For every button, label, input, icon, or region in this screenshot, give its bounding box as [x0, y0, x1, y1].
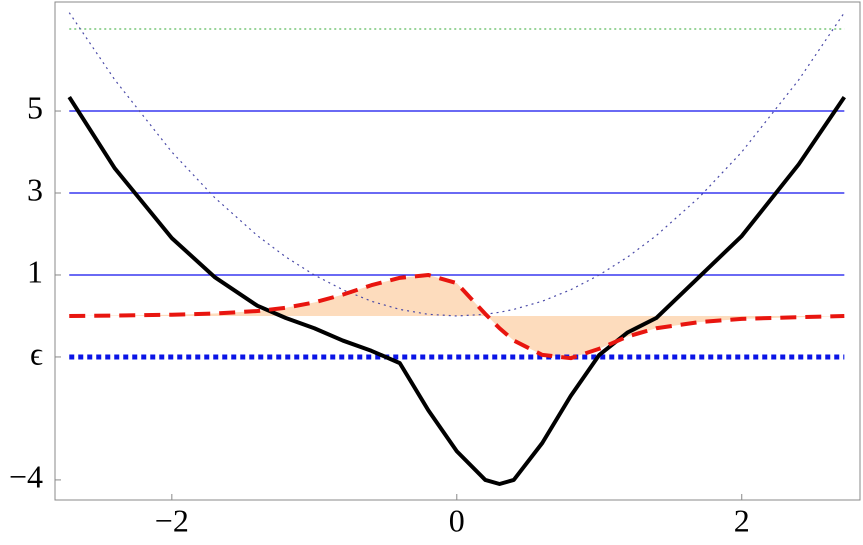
- y-tick-label: −4: [9, 458, 43, 494]
- curve: [68, 12, 845, 317]
- x-tick-label: −2: [155, 502, 189, 538]
- curve: [67, 95, 846, 487]
- y-tick-label: ϵ: [30, 335, 43, 371]
- curve: [69, 272, 845, 361]
- x-tick-label: 2: [734, 502, 750, 538]
- y-tick-label: 5: [27, 89, 43, 125]
- y-tick-label: 3: [27, 171, 43, 207]
- x-tick-label: 0: [449, 502, 465, 538]
- area-fill: [69, 274, 845, 359]
- plot-frame: [54, 1, 861, 501]
- y-tick-label: 1: [27, 253, 43, 289]
